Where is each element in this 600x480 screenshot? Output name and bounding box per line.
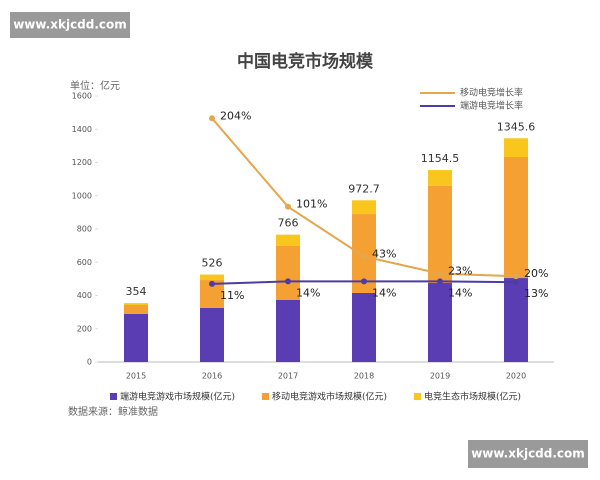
- legend-swatch: [110, 393, 117, 400]
- y-tick-label: 200: [77, 324, 92, 333]
- total-label: 354: [126, 285, 147, 298]
- line-point: [361, 278, 367, 285]
- bar-segment: [504, 278, 528, 362]
- line-point: [209, 115, 215, 122]
- bar-segment: [124, 303, 148, 305]
- bar-segment: [428, 170, 452, 186]
- total-label: 1154.5: [421, 152, 460, 165]
- watermark: www.xkjcdd.com: [13, 18, 127, 32]
- bar-segment: [200, 307, 224, 362]
- bar-segment: [428, 283, 452, 362]
- line-point: [513, 273, 519, 280]
- unit-label: 单位：亿元: [70, 79, 120, 92]
- line-point: [437, 270, 443, 277]
- chart-title: 中国电竞市场规模: [237, 51, 374, 72]
- y-tick-label: 400: [77, 291, 92, 300]
- y-tick-label: 1400: [72, 125, 92, 134]
- bar-segment: [352, 200, 376, 215]
- y-tick-label: 1000: [72, 191, 92, 200]
- line-point: [285, 203, 291, 210]
- point-label: 43%: [372, 247, 396, 260]
- y-tick-label: 0: [87, 358, 92, 367]
- legend-label: 移动电竞增长率: [460, 87, 523, 99]
- bar-segment: [276, 234, 300, 246]
- bar-segment: [504, 157, 528, 279]
- legend-label: 移动电竞游戏市场规模(亿元): [272, 391, 387, 403]
- watermark-box: [10, 12, 130, 38]
- total-label: 972.7: [348, 182, 380, 195]
- line-point: [209, 280, 215, 287]
- point-label: 101%: [296, 198, 327, 211]
- bar-segment: [276, 299, 300, 362]
- legend-label: 电竞生态市场规模(亿元): [424, 391, 521, 403]
- line-point: [361, 253, 367, 260]
- legend-label: 端游电竞增长率: [460, 100, 523, 112]
- legend-swatch: [414, 393, 421, 400]
- point-label: 14%: [372, 286, 396, 299]
- x-tick-label: 2020: [506, 372, 526, 381]
- y-tick-label: 1200: [72, 158, 92, 167]
- total-label: 766: [278, 217, 299, 230]
- total-label: 526: [202, 257, 223, 270]
- y-tick-label: 600: [77, 258, 92, 267]
- bar-segment: [428, 185, 452, 284]
- point-label: 13%: [524, 287, 548, 300]
- point-label: 20%: [524, 267, 548, 280]
- line-point: [437, 278, 443, 285]
- total-label: 1345.6: [497, 120, 536, 133]
- bar-segment: [124, 304, 148, 314]
- legend-swatch: [262, 393, 269, 400]
- x-tick-label: 2015: [126, 372, 146, 381]
- x-tick-label: 2019: [430, 372, 450, 381]
- bar-segment: [352, 293, 376, 362]
- line-point: [285, 278, 291, 285]
- source: 数据来源：鲸准数据: [68, 405, 158, 418]
- legend-label: 端游电竞游戏市场规模(亿元): [120, 391, 235, 403]
- x-tick-label: 2018: [354, 372, 374, 381]
- point-label: 11%: [220, 289, 244, 302]
- point-label: 23%: [448, 265, 472, 278]
- y-tick-label: 800: [77, 225, 92, 234]
- bar-segment: [504, 138, 528, 158]
- bar-segment: [276, 245, 300, 300]
- line-point: [513, 279, 519, 286]
- point-label: 14%: [448, 286, 472, 299]
- point-label: 14%: [296, 286, 320, 299]
- x-tick-label: 2017: [278, 372, 298, 381]
- x-tick-label: 2016: [202, 372, 222, 381]
- watermark-box: [468, 440, 588, 468]
- bar-segment: [124, 313, 148, 362]
- y-tick-label: 1600: [72, 92, 92, 101]
- watermark: www.xkjcdd.com: [471, 447, 585, 461]
- point-label: 204%: [220, 109, 251, 122]
- bar-segment: [200, 274, 224, 281]
